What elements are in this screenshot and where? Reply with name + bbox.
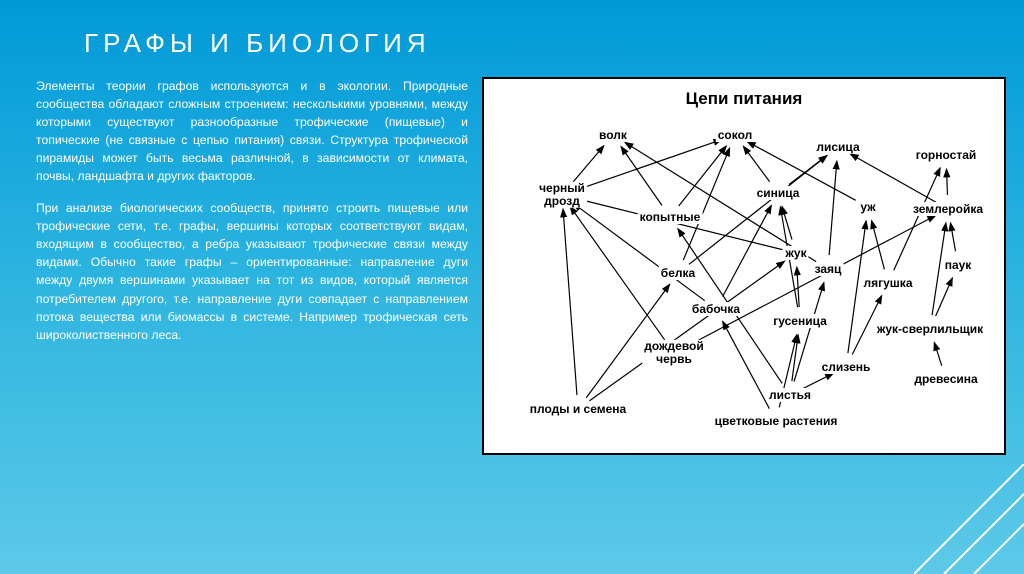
node-drevesina: древесина: [912, 372, 979, 386]
node-listya: листья: [767, 388, 813, 402]
body-text: Элементы теории графов используются и в …: [36, 77, 468, 455]
content-row: Элементы теории графов используются и в …: [0, 77, 1024, 455]
node-lyagushka: лягушка: [862, 276, 915, 290]
edge-zayac-lisica: [829, 161, 837, 255]
node-zemlerojka: землеройка: [911, 202, 985, 216]
node-gusenica: гусеница: [771, 314, 829, 328]
edge-zayac-volk: [625, 142, 816, 261]
edge-cherv-drozd: [570, 206, 666, 341]
edge-zemlerojka-gornostaj: [947, 169, 948, 195]
edge-cvetk-babochka: [723, 321, 770, 408]
diagram-title: Цепи питания: [498, 89, 990, 109]
corner-accent-icon: [914, 464, 1024, 574]
node-sinica: синица: [755, 186, 802, 200]
node-zhuk: жук: [783, 246, 808, 260]
edge-drozd-sokol: [575, 140, 722, 191]
edge-plody-zhuk: [589, 261, 784, 401]
node-kopytnye: копытные: [638, 210, 703, 224]
node-slizen: слизень: [820, 360, 873, 374]
node-volk: волк: [597, 128, 629, 142]
header: ГРАФЫ И БИОЛОГИЯ: [0, 0, 1024, 77]
paragraph-2: При анализе биологических сообществ, при…: [36, 199, 468, 343]
node-pauk: паук: [943, 258, 974, 272]
node-sokol: сокол: [716, 128, 755, 142]
edge-kopytnye-sokol: [679, 146, 727, 206]
node-gornostaj: горностай: [914, 148, 979, 162]
node-plody: плоды и семена: [528, 402, 628, 416]
food-chain-diagram: Цепи питания волк сокол лисица горностай чер…: [482, 77, 1006, 455]
edge-plody-drozd: [563, 209, 577, 395]
page-title: ГРАФЫ И БИОЛОГИЯ: [84, 28, 1024, 59]
edge-drozd-volk: [571, 146, 604, 185]
graph-area: волк сокол лисица горностай черныйдрозд синиц…: [498, 113, 990, 443]
node-babochka: бабочка: [690, 302, 742, 316]
node-uzh: уж: [858, 200, 877, 214]
node-cvetk: цветковые растения: [713, 414, 840, 428]
node-lisica: лисица: [814, 140, 861, 154]
node-sverl: жук-сверлильщик: [875, 322, 985, 336]
node-belka: белка: [659, 266, 697, 280]
edge-kopytnye-volk: [621, 146, 662, 205]
node-cherv: дождевойчервь: [642, 340, 706, 366]
edge-listya-slizen: [803, 373, 834, 388]
paragraph-1: Элементы теории графов используются и в …: [36, 77, 468, 185]
edge-sverl-pauk: [936, 278, 953, 316]
edge-pauk-zemlerojka: [950, 223, 955, 251]
node-zayac: заяц: [813, 262, 844, 276]
node-drozd: черныйдрозд: [537, 182, 587, 208]
edge-lyagushka-gornostaj: [894, 168, 940, 270]
edge-lyagushka-uzh: [872, 221, 885, 270]
edge-drevesina-sverl: [934, 342, 941, 365]
edge-layer: [498, 113, 990, 443]
